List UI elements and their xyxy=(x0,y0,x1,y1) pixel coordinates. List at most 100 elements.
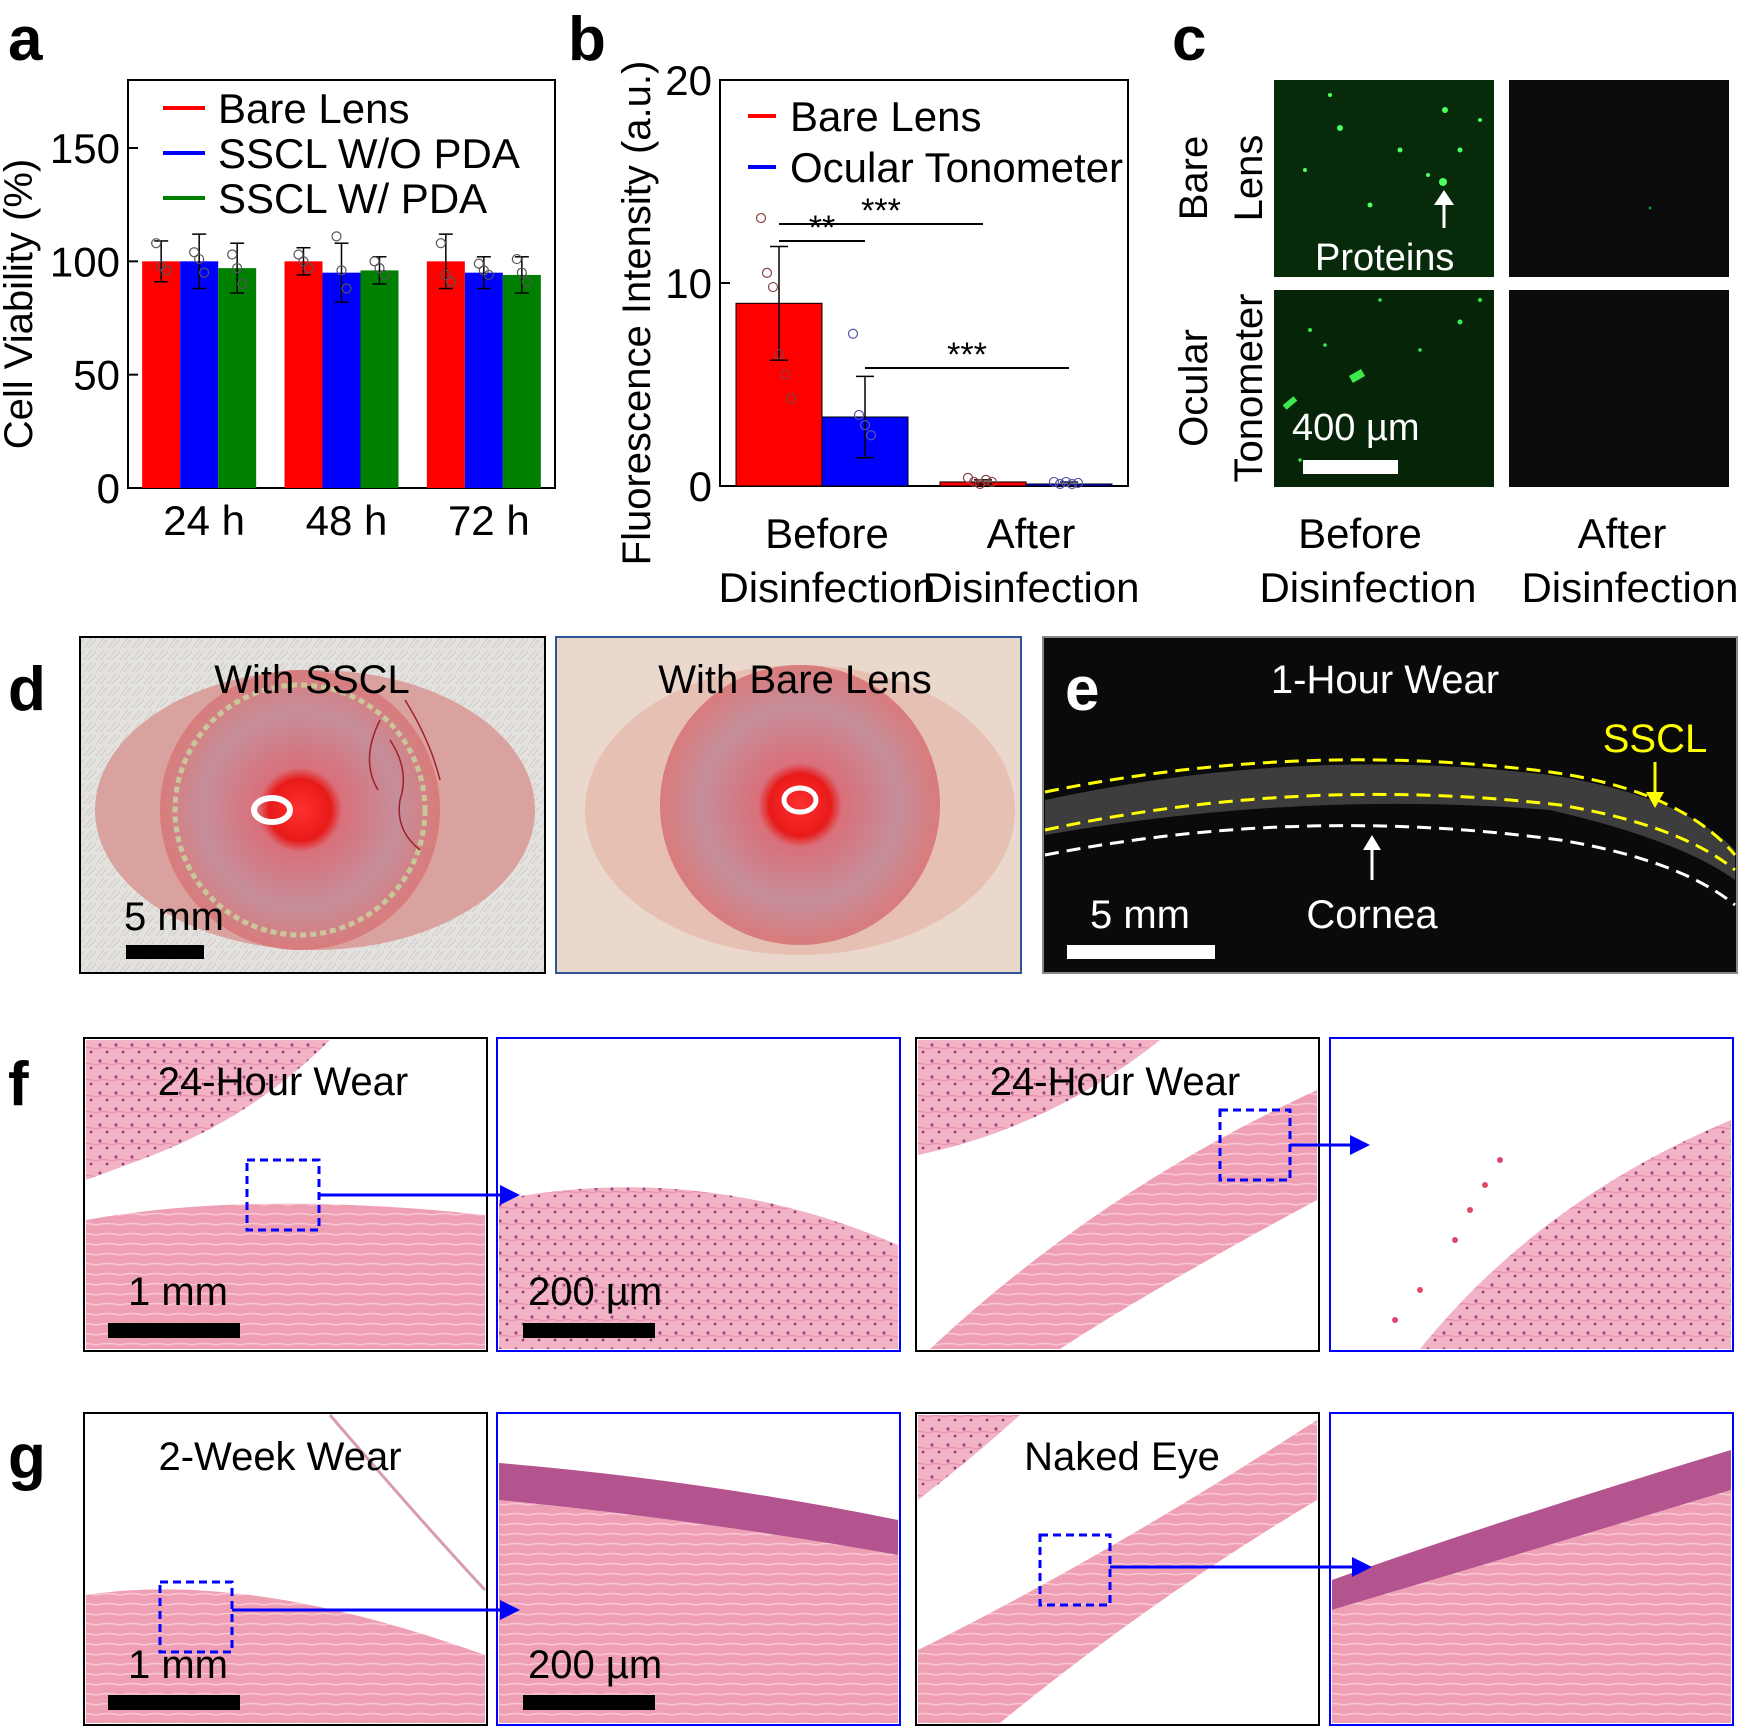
c-proteins-label: Proteins xyxy=(1315,237,1454,279)
e-cornea-label: Cornea xyxy=(1306,893,1438,937)
a-datapoint xyxy=(227,249,238,260)
a-bar xyxy=(218,268,257,488)
panel-letter-g: g xyxy=(8,1423,46,1492)
a-legend-label: SSCL W/O PDA xyxy=(218,130,520,177)
g-roi-2 xyxy=(1038,1533,1112,1607)
a-datapoint xyxy=(516,267,527,278)
panel-letter-a: a xyxy=(8,5,43,74)
a-datapoint xyxy=(341,283,352,294)
g-scale-label-1mm: 1 mm xyxy=(128,1643,228,1687)
g-img4-stroma xyxy=(1332,1490,1731,1723)
b-datapoint xyxy=(767,281,779,293)
g-img4-epithelium xyxy=(1332,1450,1731,1610)
panel-letter-c: c xyxy=(1172,5,1206,74)
f-title-right: 24-Hour Wear xyxy=(990,1060,1240,1104)
f-arrow-1-head xyxy=(500,1185,520,1205)
e-scale-label: 5 mm xyxy=(1090,893,1190,937)
f-scale-bar-1mm xyxy=(108,1323,240,1338)
a-xtick-label: 24 h xyxy=(163,497,245,544)
b-datapoint xyxy=(1060,476,1072,488)
d-sscl-ring xyxy=(172,682,428,938)
b-datapoint xyxy=(773,348,785,360)
fluor-protein-dots xyxy=(1303,93,1482,208)
f-img3-tissue-top xyxy=(918,1040,1160,1155)
b-legend-label: Bare Lens xyxy=(790,93,981,140)
b-ytick-label: 10 xyxy=(665,260,712,307)
b-ytick-label: 0 xyxy=(689,463,712,510)
c-row-label-bare-1: Bare xyxy=(1172,136,1216,221)
a-ylabel: Cell Viability (%) xyxy=(0,159,41,449)
f-img4-tissue xyxy=(1420,1120,1731,1349)
c-row-label-bare-2: Lens xyxy=(1227,135,1271,222)
a-bar xyxy=(284,261,323,488)
c-speck xyxy=(1648,206,1652,210)
d-title-sscl: With SSCL xyxy=(214,658,410,702)
fluor-tono-specks xyxy=(1282,298,1482,462)
g-scale-bar-200um xyxy=(523,1695,655,1710)
c-row-label-tono-2: Tonometer xyxy=(1227,294,1271,483)
a-datapoint xyxy=(435,238,446,249)
g-img3-band xyxy=(918,1420,1317,1723)
c-scale-bar xyxy=(1303,460,1398,474)
c-col-label-after-2: Disinfection xyxy=(1521,564,1738,611)
a-datapoint xyxy=(303,263,314,274)
f-tissue-band xyxy=(86,1203,485,1349)
panel-c-micrographs: Proteins 400 µm Bare Lens Ocular Tonomet… xyxy=(1172,80,1739,611)
a-bar xyxy=(360,270,399,488)
g-arrow-1-head xyxy=(500,1600,520,1620)
b-datapoint xyxy=(968,476,980,488)
g-title-left: 2-Week Wear xyxy=(158,1435,401,1479)
c-scale-label: 400 µm xyxy=(1292,407,1420,449)
a-datapoint xyxy=(151,238,162,249)
c-arrow-head xyxy=(1434,190,1454,205)
b-datapoint xyxy=(1066,478,1078,490)
c-col-label-after-1: After xyxy=(1578,510,1667,557)
g-scale-label-200um: 200 µm xyxy=(528,1643,662,1687)
panel-g-histology: 2-Week Wear 1 mm 200 µm Naked Eye xyxy=(83,1412,1734,1726)
c-row-label-tono-1: Ocular xyxy=(1172,329,1216,447)
a-datapoint xyxy=(237,278,248,290)
a-datapoint xyxy=(298,256,309,267)
c-bare-before xyxy=(1274,80,1494,277)
a-datapoint xyxy=(331,231,342,242)
f-title-left: 24-Hour Wear xyxy=(158,1060,408,1104)
a-ytick-label: 50 xyxy=(73,352,120,399)
f-img4-rbc xyxy=(1392,1157,1503,1323)
panel-letter-f: f xyxy=(8,1050,29,1119)
e-cornea-band xyxy=(1045,764,1735,880)
f-tissue-top xyxy=(86,1040,330,1180)
panel-e-oct: e 1-Hour Wear SSCL Cornea 5 mm xyxy=(1042,636,1738,974)
b-ylabel: Fluorescence Intensity (a.u.) xyxy=(615,61,659,566)
b-datapoint xyxy=(865,430,877,441)
c-col-label-before-2: Disinfection xyxy=(1259,564,1476,611)
e-scale-bar xyxy=(1067,945,1215,959)
c-tono-before xyxy=(1274,290,1494,487)
a-xtick-label: 48 h xyxy=(306,497,388,544)
d-title-bare: With Bare Lens xyxy=(658,658,931,702)
b-datapoint xyxy=(859,420,871,431)
d-reflection-left xyxy=(251,795,293,825)
d-scale-label: 5 mm xyxy=(124,895,224,939)
b-sig-label: ** xyxy=(809,209,835,247)
a-bar xyxy=(502,274,541,488)
b-datapoint xyxy=(761,267,773,278)
b-datapoint xyxy=(1048,476,1060,488)
a-datapoint xyxy=(199,267,210,278)
c-bare-after xyxy=(1509,80,1729,277)
panel-d-photos: With SSCL 5 mm With Bare Lens xyxy=(79,636,1022,974)
a-ytick-label: 100 xyxy=(50,238,120,285)
c-col-label-before-1: Before xyxy=(1298,510,1422,557)
g-roi-1 xyxy=(158,1580,234,1654)
a-datapoint xyxy=(511,253,522,265)
panel-letter-d: d xyxy=(8,655,46,724)
g-title-right: Naked Eye xyxy=(1024,1435,1220,1479)
a-datapoint xyxy=(194,253,205,265)
b-datapoint xyxy=(1054,478,1066,490)
f-arrow-2-head xyxy=(1350,1135,1370,1155)
b-datapoint xyxy=(853,409,865,421)
e-yellow-dash-1 xyxy=(1044,758,1737,856)
a-datapoint xyxy=(189,247,200,258)
